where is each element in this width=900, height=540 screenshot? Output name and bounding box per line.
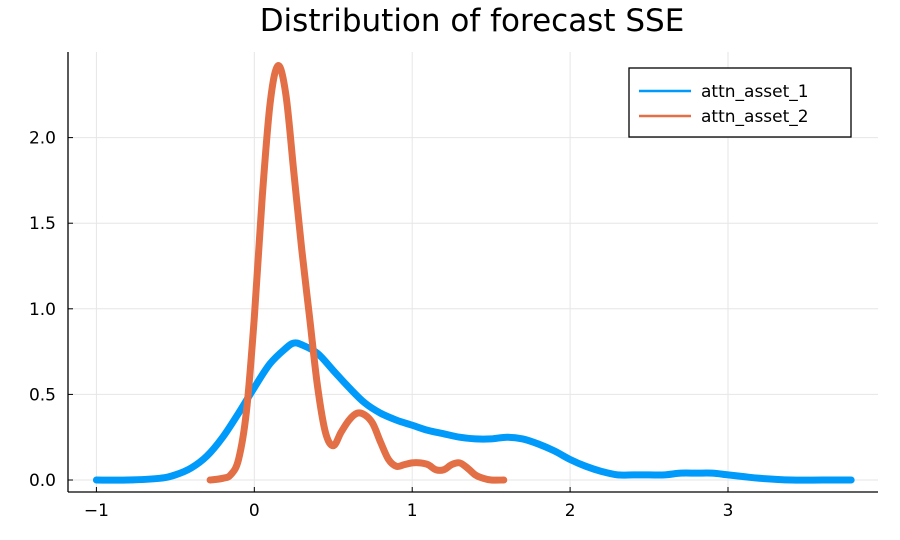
y-tick-label: 1.5: [29, 214, 56, 234]
series-line-attn_asset_2: [206, 62, 508, 484]
series-layer: [92, 62, 855, 484]
legend: attn_asset_1 attn_asset_2: [628, 67, 852, 138]
chart-title: Distribution of forecast SSE: [260, 3, 685, 39]
x-tick-label: −1: [84, 501, 109, 521]
x-tick-label: 2: [565, 501, 576, 521]
legend-label: attn_asset_1: [701, 82, 809, 102]
x-tick-label: 1: [407, 501, 418, 521]
x-tick-label: 3: [723, 501, 734, 521]
y-tick-label: 2.0: [29, 129, 56, 149]
legend-box: [628, 67, 852, 138]
legend-label: attn_asset_2: [701, 107, 809, 127]
y-tick-label: 1.0: [29, 300, 56, 320]
x-tick-label: 0: [249, 501, 260, 521]
y-tick-label: 0.0: [29, 471, 56, 491]
axes: −1 0 1 2 3 0.0 0.5 1.0 1.5 2.0: [29, 52, 878, 521]
series-line-attn_asset_1: [92, 339, 855, 484]
y-tick-label: 0.5: [29, 385, 56, 405]
